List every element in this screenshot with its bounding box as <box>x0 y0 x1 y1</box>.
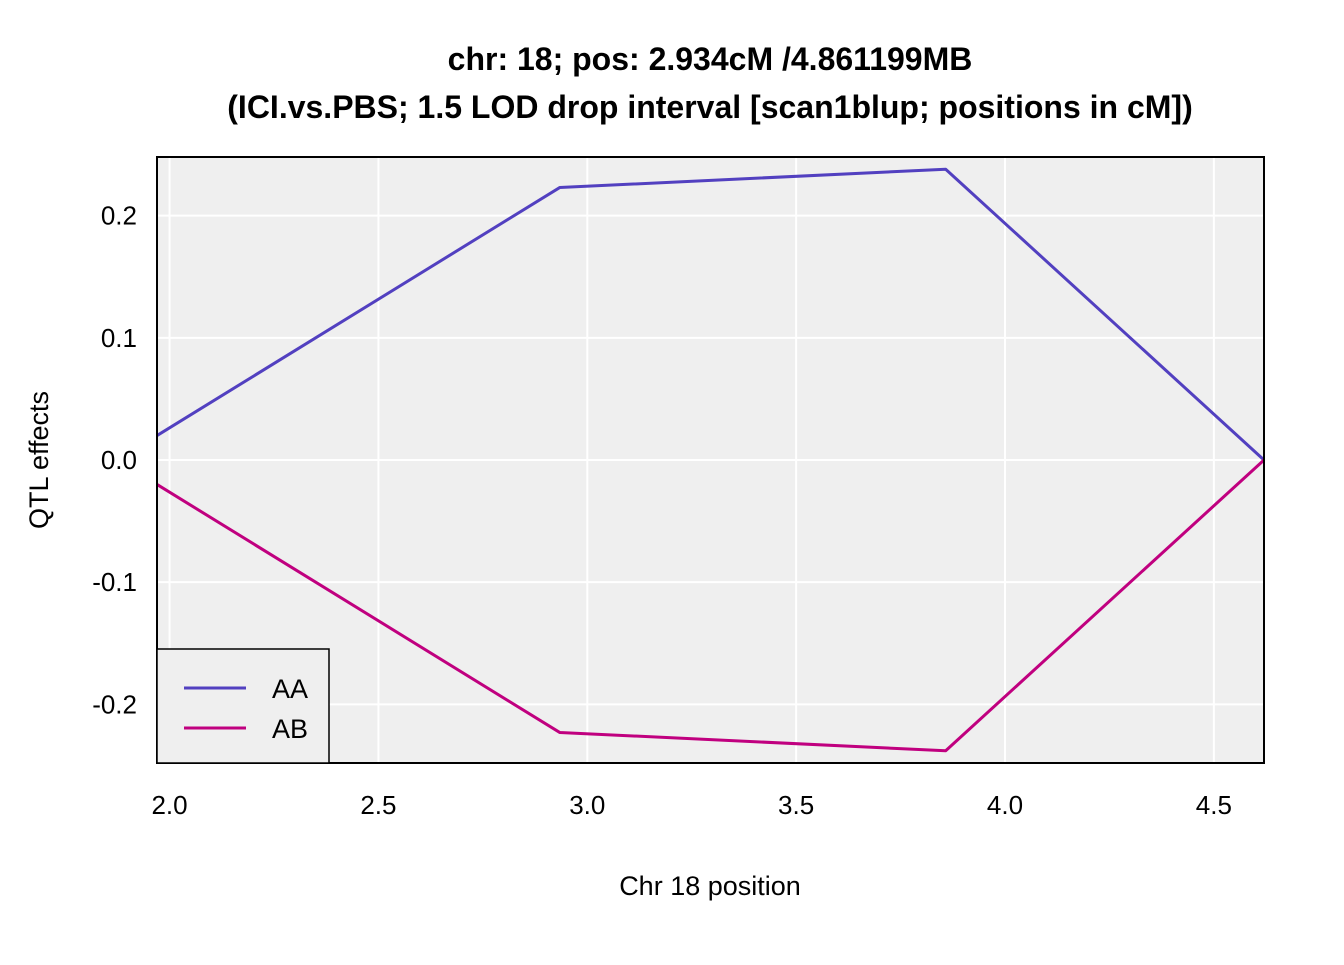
legend-label-aa: AA <box>272 674 308 704</box>
x-tick-label: 3.5 <box>778 790 814 820</box>
y-tick-label: 0.2 <box>101 201 137 231</box>
legend-label-ab: AB <box>272 714 308 744</box>
legend: AA AB <box>156 648 330 764</box>
x-axis-label: Chr 18 position <box>619 871 801 901</box>
y-tick-label: -0.2 <box>92 689 137 719</box>
y-tick-label: -0.1 <box>92 567 137 597</box>
x-tick-label: 2.0 <box>151 790 187 820</box>
y-tick-label: 0.1 <box>101 323 137 353</box>
x-tick-label: 3.0 <box>569 790 605 820</box>
chart-title: chr: 18; pos: 2.934cM /4.861199MB <box>448 41 973 77</box>
grid-lines <box>157 157 1264 763</box>
y-axis-label: QTL effects <box>24 391 54 529</box>
series-line-aa <box>156 167 1266 462</box>
x-axis-ticks: 2.0 2.5 3.0 3.5 4.0 4.5 <box>151 790 1231 820</box>
x-tick-label: 4.5 <box>1196 790 1232 820</box>
y-tick-label: 0.0 <box>101 445 137 475</box>
series-line-ab <box>156 458 1266 753</box>
chart-subtitle: (ICI.vs.PBS; 1.5 LOD drop interval [scan… <box>227 89 1192 125</box>
x-tick-label: 2.5 <box>360 790 396 820</box>
x-tick-label: 4.0 <box>987 790 1023 820</box>
y-axis-ticks: 0.2 0.1 0.0 -0.1 -0.2 <box>92 201 137 720</box>
series-lines <box>156 167 1266 753</box>
legend-box <box>156 648 330 764</box>
plot-border <box>156 156 1265 764</box>
